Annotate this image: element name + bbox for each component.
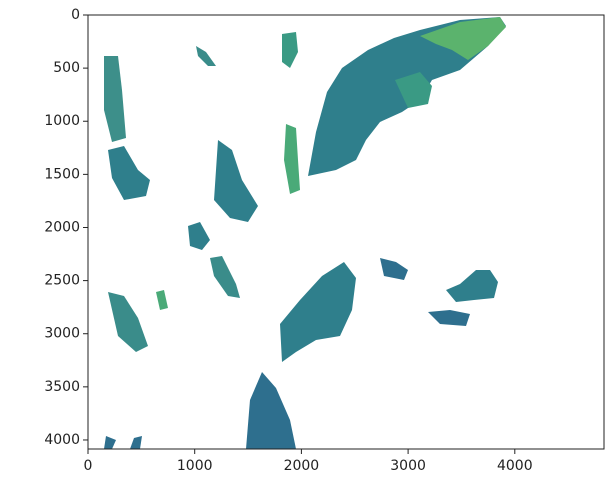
x-tick-label: 4000: [497, 458, 533, 474]
y-tick-label: 1500: [44, 166, 80, 182]
patch: [246, 372, 296, 449]
patch: [420, 17, 506, 60]
patch: [108, 292, 148, 352]
y-tick-label: 3000: [44, 326, 80, 342]
x-tick-label: 3000: [390, 458, 426, 474]
y-tick-label: 1000: [44, 113, 80, 129]
image-patches: [104, 17, 506, 449]
y-tick-label: 0: [71, 7, 80, 23]
patch: [196, 46, 216, 66]
patch: [104, 436, 116, 449]
patch: [156, 290, 168, 310]
patch: [188, 222, 210, 250]
patch: [210, 256, 240, 298]
patch: [380, 258, 408, 280]
axes: 0 1000 2000 3000 400005001000150020002500300…: [44, 7, 532, 474]
y-tick-label: 500: [53, 60, 80, 76]
patch: [282, 32, 298, 68]
y-tick-label: 3500: [44, 379, 80, 395]
patch: [108, 146, 150, 200]
patch: [446, 270, 498, 302]
y-tick-label: 2500: [44, 273, 80, 289]
plot-frame: [87, 14, 605, 450]
patch: [104, 56, 126, 142]
patch: [280, 262, 356, 362]
y-tick-label: 2000: [44, 219, 80, 235]
x-tick-label: 0: [84, 458, 93, 474]
patch: [214, 140, 258, 222]
x-tick-label: 1000: [177, 458, 213, 474]
patch: [284, 124, 300, 194]
patch: [395, 72, 432, 108]
patch: [130, 436, 142, 449]
y-tick-label: 4000: [44, 432, 80, 448]
patch: [428, 310, 470, 326]
x-tick-label: 2000: [284, 458, 320, 474]
